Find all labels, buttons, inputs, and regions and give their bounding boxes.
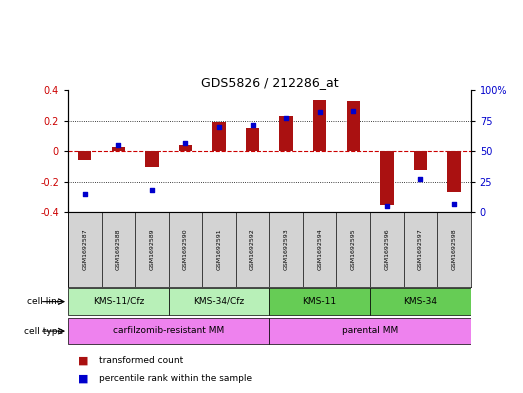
Bar xyxy=(313,99,326,151)
Bar xyxy=(179,145,192,151)
Bar xyxy=(380,151,393,205)
Text: cell type: cell type xyxy=(24,327,63,336)
Text: KMS-34/Cfz: KMS-34/Cfz xyxy=(194,297,245,305)
Point xyxy=(248,121,257,128)
Point xyxy=(282,115,290,121)
Text: KMS-11: KMS-11 xyxy=(303,297,337,305)
Bar xyxy=(145,151,158,167)
Text: GSM1692591: GSM1692591 xyxy=(217,229,222,270)
Bar xyxy=(414,151,427,169)
Text: KMS-11/Cfz: KMS-11/Cfz xyxy=(93,297,144,305)
Point xyxy=(383,203,391,209)
Bar xyxy=(279,116,293,151)
Bar xyxy=(447,151,461,193)
Text: carfilzomib-resistant MM: carfilzomib-resistant MM xyxy=(113,326,224,335)
Bar xyxy=(269,318,471,344)
Point xyxy=(147,187,156,193)
Bar xyxy=(68,288,168,315)
Text: GSM1692595: GSM1692595 xyxy=(351,229,356,270)
Bar xyxy=(370,288,471,315)
Bar xyxy=(78,151,92,160)
Point xyxy=(215,124,223,130)
Text: GSM1692587: GSM1692587 xyxy=(82,229,87,270)
Point xyxy=(181,140,190,146)
Text: GSM1692598: GSM1692598 xyxy=(451,229,457,270)
Text: percentile rank within the sample: percentile rank within the sample xyxy=(99,374,253,383)
Bar xyxy=(168,288,269,315)
Text: ■: ■ xyxy=(78,373,89,383)
Text: GSM1692594: GSM1692594 xyxy=(317,229,322,270)
Text: GSM1692589: GSM1692589 xyxy=(150,229,154,270)
Bar xyxy=(246,129,259,151)
Text: GSM1692590: GSM1692590 xyxy=(183,229,188,270)
Text: transformed count: transformed count xyxy=(99,356,184,365)
Text: GSM1692593: GSM1692593 xyxy=(283,229,289,270)
Point xyxy=(315,109,324,116)
Text: parental MM: parental MM xyxy=(342,326,398,335)
Text: GSM1692597: GSM1692597 xyxy=(418,229,423,270)
Point xyxy=(349,108,357,114)
Point xyxy=(81,191,89,197)
Text: GSM1692592: GSM1692592 xyxy=(250,229,255,270)
Point xyxy=(416,176,425,182)
Text: cell line: cell line xyxy=(27,297,63,306)
Bar xyxy=(111,147,125,151)
Bar xyxy=(347,101,360,151)
Text: GSM1692588: GSM1692588 xyxy=(116,229,121,270)
Point xyxy=(114,142,122,148)
Title: GDS5826 / 212286_at: GDS5826 / 212286_at xyxy=(200,76,338,89)
Bar xyxy=(68,318,269,344)
Point xyxy=(450,200,458,207)
Text: KMS-34: KMS-34 xyxy=(403,297,437,305)
Bar xyxy=(212,122,226,151)
Text: ■: ■ xyxy=(78,356,89,366)
Text: GSM1692596: GSM1692596 xyxy=(384,229,389,270)
Bar xyxy=(269,288,370,315)
